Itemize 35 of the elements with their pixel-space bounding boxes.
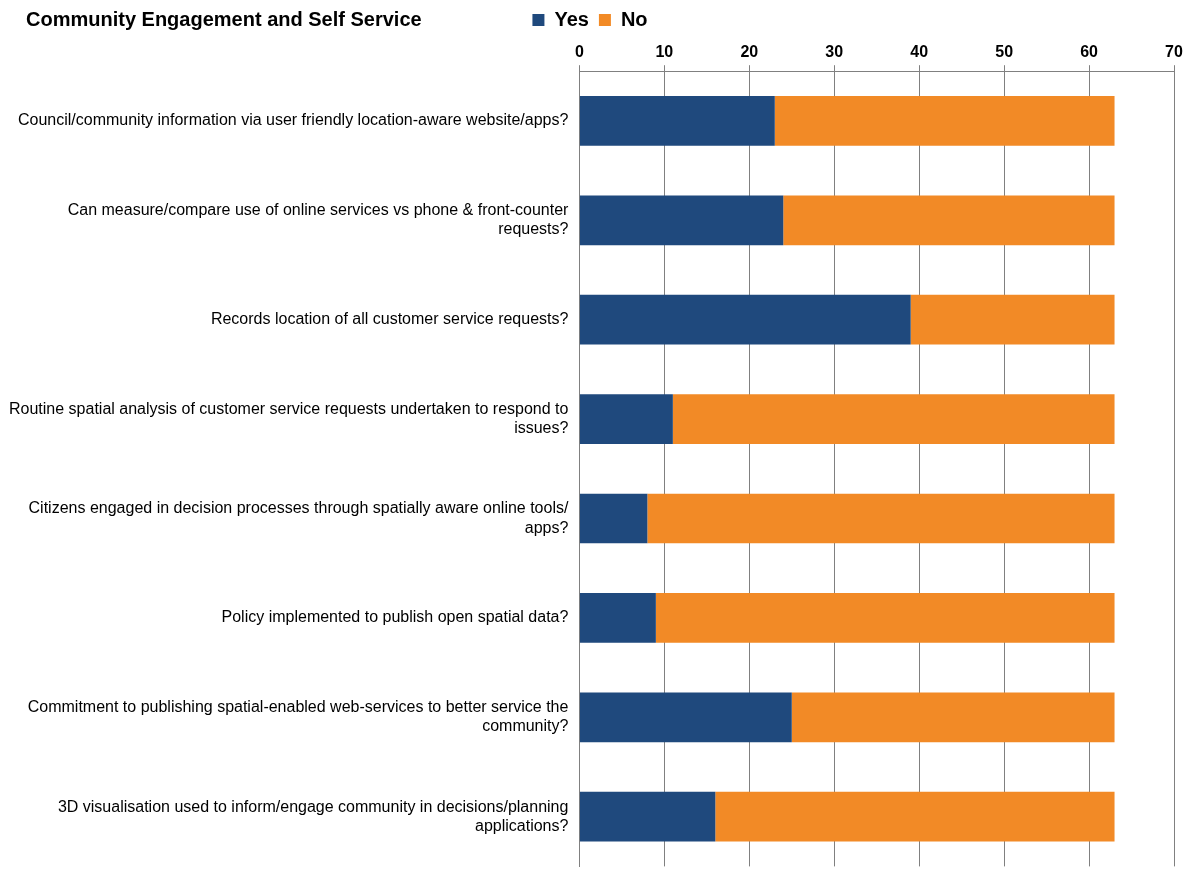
y-tick-label: Routine spatial analysis of customer service requests undertaken to respond to issues? (8, 399, 569, 437)
legend-label: Yes (554, 7, 589, 30)
bar (579, 96, 775, 146)
bar (910, 294, 1115, 345)
bar (579, 394, 673, 444)
bar (783, 195, 1115, 246)
bar (647, 493, 1115, 544)
x-tick-label: 70 (1165, 43, 1183, 61)
text: Community Engagement and Self Service (26, 8, 422, 31)
y-tick-label: Policy implemented to publish open spatial data? (221, 608, 569, 626)
bar (715, 791, 1115, 842)
y-tick-label: Commitment to publishing spatial-enabled web-services to better service the community? (27, 698, 569, 735)
x-tick-label: 60 (1080, 43, 1099, 61)
bar (774, 96, 1115, 146)
x-tick-label: 0 (574, 43, 584, 61)
bar (791, 692, 1115, 743)
y-tick-label: Council/community information via user friendly location-aware website/apps? (17, 111, 569, 129)
legend-label: No (620, 7, 648, 30)
x-tick-label: 40 (910, 43, 929, 61)
bar (579, 692, 792, 743)
y-tick-label: Records location of all customer service requests? (210, 310, 569, 328)
y-tick-label: 3D visualisation used to inform/engage community in decisions/planning applications? (57, 797, 569, 834)
bar (579, 195, 784, 246)
x-tick-label: 30 (825, 43, 844, 61)
y-tick-label: Citizens engaged in decision processes through spatially aware online tools/ apps? (28, 499, 569, 536)
x-tick-label: 10 (655, 43, 674, 61)
y-tick-label: Can measure/compare use of online services vs phone & front-counter requests? (67, 201, 570, 238)
bar (579, 294, 911, 345)
bar (579, 791, 716, 842)
bar (579, 493, 648, 544)
x-tick-label: 50 (995, 43, 1014, 61)
x-tick-label: 20 (740, 43, 759, 61)
bar (655, 593, 1115, 643)
bar (579, 593, 656, 643)
bar (672, 394, 1115, 444)
